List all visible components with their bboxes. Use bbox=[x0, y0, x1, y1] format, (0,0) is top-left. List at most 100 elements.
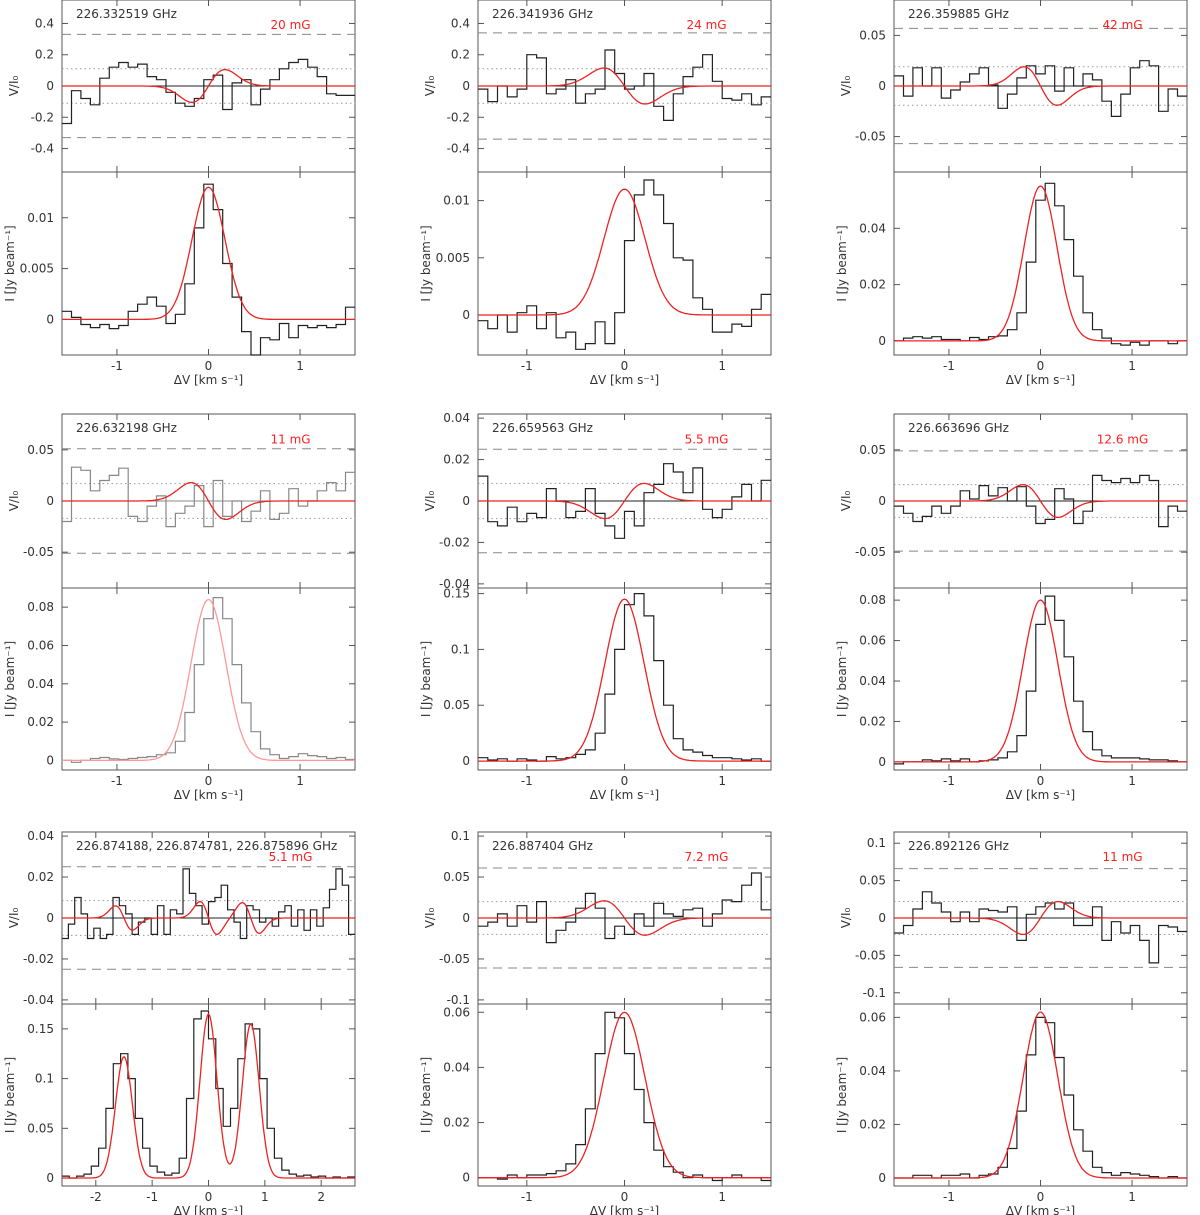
frequency-label: 226.332519 GHz bbox=[76, 7, 177, 21]
xtick-label: -1 bbox=[521, 1190, 533, 1204]
i-ytick-label: 0.04 bbox=[859, 1064, 886, 1078]
stokes-v-model-curve bbox=[478, 67, 771, 105]
velocity-axis-title: ΔV [km s⁻¹] bbox=[1006, 788, 1075, 802]
intensity-axis-title: I [Jy beam⁻¹] bbox=[835, 641, 849, 717]
stokes-v-model-curve bbox=[894, 66, 1187, 106]
intensity-observed-step bbox=[62, 1010, 355, 1179]
intensity-axis-title: I [Jy beam⁻¹] bbox=[3, 1057, 17, 1133]
intensity-subpanel: 0 0.02 0.04 0.06 0.08 -1 0 1 I [Jy beam⁻¹] ΔV [km… bbox=[835, 587, 1188, 802]
xtick-label: 2 bbox=[317, 1190, 325, 1204]
xtick-label: 1 bbox=[296, 774, 304, 788]
v-ytick-label: 0.4 bbox=[451, 16, 470, 30]
intensity-axis-title: I [Jy beam⁻¹] bbox=[419, 1057, 433, 1133]
stokes-v-model-curve bbox=[62, 900, 355, 936]
frequency-label: 226.359885 GHz bbox=[908, 7, 1009, 21]
v-ytick-label: -0.1 bbox=[863, 986, 886, 1000]
xtick-label: -1 bbox=[943, 774, 955, 788]
xtick-label: 1 bbox=[718, 774, 726, 788]
intensity-model-curve bbox=[894, 1011, 1187, 1179]
v-ytick-label: 0 bbox=[878, 911, 886, 925]
intensity-axis-title: I [Jy beam⁻¹] bbox=[835, 1057, 849, 1133]
i-ytick-label: 0.005 bbox=[436, 251, 470, 265]
i-ytick-label: 0.02 bbox=[27, 715, 54, 729]
spectrum-panel-r1c3: -0.05 0 0.05 V/I₀ 226.359885 GHz 42 mG 0 0.02 0.… bbox=[835, 0, 1188, 387]
spectrum-panel-r3c3: -0.1 -0.05 0 0.05 0.1 V/I₀ 226.892126 GHz 11 mG… bbox=[835, 831, 1188, 1215]
i-ytick-label: 0 bbox=[878, 334, 886, 348]
intensity-model-curve bbox=[62, 1012, 355, 1179]
i-ytick-label: 0.01 bbox=[443, 194, 470, 208]
v-ytick-label: -0.4 bbox=[31, 142, 54, 156]
v-ytick-label: 0 bbox=[46, 911, 54, 925]
i-ytick-label: 0.05 bbox=[27, 1121, 54, 1135]
i-ytick-label: 0.08 bbox=[859, 593, 886, 607]
xtick-label: 0 bbox=[205, 774, 213, 788]
magnetic-field-label: 11 mG bbox=[1103, 850, 1143, 864]
magnetic-field-label: 20 mG bbox=[271, 18, 311, 32]
magnetic-field-label: 7.2 mG bbox=[685, 850, 729, 864]
intensity-observed-step bbox=[894, 1016, 1187, 1179]
magnetic-field-label: 42 mG bbox=[1103, 18, 1143, 32]
intensity-observed-step bbox=[62, 597, 355, 763]
v-ytick-label: -0.02 bbox=[23, 952, 54, 966]
stokes-v-subpanel: -0.05 0 0.05 V/I₀ 226.359885 GHz 42 mG bbox=[839, 0, 1188, 173]
i-ytick-label: 0.08 bbox=[27, 600, 54, 614]
v-ytick-label: 0.4 bbox=[35, 16, 54, 30]
intensity-subpanel: 0 0.02 0.04 0.06 0.08 -1 0 1 I [Jy beam⁻¹] ΔV [km… bbox=[3, 587, 356, 802]
xtick-label: 1 bbox=[261, 1190, 269, 1204]
velocity-axis-title: ΔV [km s⁻¹] bbox=[1006, 1204, 1075, 1215]
i-ytick-label: 0.04 bbox=[27, 677, 54, 691]
xtick-label: 0 bbox=[621, 1190, 629, 1204]
intensity-subpanel: 0 0.05 0.1 0.15 -2 -1 0 1 2 I [Jy beam⁻¹] ΔV [km s… bbox=[3, 1003, 356, 1215]
i-ytick-label: 0.06 bbox=[27, 638, 54, 652]
stokes-v-observed-step bbox=[894, 891, 1187, 964]
stokes-v-observed-step bbox=[894, 474, 1187, 528]
i-ytick-label: 0.04 bbox=[859, 674, 886, 688]
intensity-observed-step bbox=[478, 1011, 771, 1182]
stokes-v-observed-step bbox=[62, 466, 355, 528]
v-ytick-label: 0 bbox=[878, 494, 886, 508]
v-ytick-label: 0 bbox=[46, 494, 54, 508]
xtick-label: 1 bbox=[718, 359, 726, 373]
intensity-observed-step bbox=[894, 595, 1187, 765]
i-ytick-label: 0.1 bbox=[35, 1072, 54, 1086]
intensity-model-curve bbox=[894, 599, 1187, 763]
spectrum-panel-r3c2: -0.1 -0.05 0 0.05 0.1 V/I₀ 226.887404 GHz 7.2 m… bbox=[419, 829, 772, 1215]
stokes-v-axis-title: V/I₀ bbox=[839, 908, 853, 929]
i-ytick-label: 0 bbox=[46, 1171, 54, 1185]
stokes-v-subpanel: -0.04 -0.02 0 0.02 0.04 V/I₀ 226.874188, 226.8… bbox=[7, 829, 356, 1007]
i-ytick-label: 0 bbox=[878, 1171, 886, 1185]
intensity-axis-title: I [Jy beam⁻¹] bbox=[3, 641, 17, 717]
stokes-v-axis-title: V/I₀ bbox=[839, 76, 853, 97]
intensity-observed-step bbox=[478, 179, 771, 350]
intensity-model-curve bbox=[62, 598, 355, 762]
frequency-label: 226.874188, 226.874781, 226.875896 GHz bbox=[76, 839, 337, 853]
spectrum-panel-r2c3: -0.05 0 0.05 V/I₀ 226.663696 GHz 12.6 mG 0 0.02… bbox=[835, 413, 1188, 802]
v-ytick-label: -0.02 bbox=[439, 535, 470, 549]
v-ytick-label: 0.05 bbox=[27, 443, 54, 457]
velocity-axis-title: ΔV [km s⁻¹] bbox=[174, 373, 243, 387]
i-ytick-label: 0.02 bbox=[859, 278, 886, 292]
v-ytick-label: 0.05 bbox=[859, 443, 886, 457]
stokes-v-model-curve bbox=[894, 900, 1187, 936]
stokes-v-axis-title: V/I₀ bbox=[423, 491, 437, 512]
stokes-v-observed-step bbox=[478, 49, 771, 121]
intensity-frame bbox=[893, 1003, 1188, 1187]
stokes-v-subpanel: -0.4 -0.2 0 0.2 0.4 V/I₀ 226.332519 GHz 20 mG bbox=[7, 0, 356, 173]
frequency-label: 226.663696 GHz bbox=[908, 421, 1009, 435]
intensity-axis-title: I [Jy beam⁻¹] bbox=[419, 641, 433, 717]
i-ytick-label: 0.06 bbox=[859, 1010, 886, 1024]
xtick-label: 0 bbox=[1037, 774, 1045, 788]
frequency-label: 226.887404 GHz bbox=[492, 839, 593, 853]
v-ytick-label: -0.4 bbox=[447, 142, 470, 156]
v-ytick-label: 0 bbox=[46, 79, 54, 93]
v-ytick-label: 0.05 bbox=[859, 874, 886, 888]
v-ytick-label: -0.2 bbox=[447, 110, 470, 124]
stokes-v-observed-step bbox=[478, 872, 771, 944]
magnetic-field-label: 24 mG bbox=[687, 18, 727, 32]
i-ytick-label: 0.06 bbox=[859, 634, 886, 648]
xtick-label: 0 bbox=[205, 359, 213, 373]
velocity-axis-title: ΔV [km s⁻¹] bbox=[590, 1204, 659, 1215]
v-ytick-label: 0.04 bbox=[27, 829, 54, 843]
intensity-subpanel: 0 0.005 0.01 -1 0 1 I [Jy beam⁻¹] ΔV [km s⁻¹] bbox=[3, 171, 356, 387]
